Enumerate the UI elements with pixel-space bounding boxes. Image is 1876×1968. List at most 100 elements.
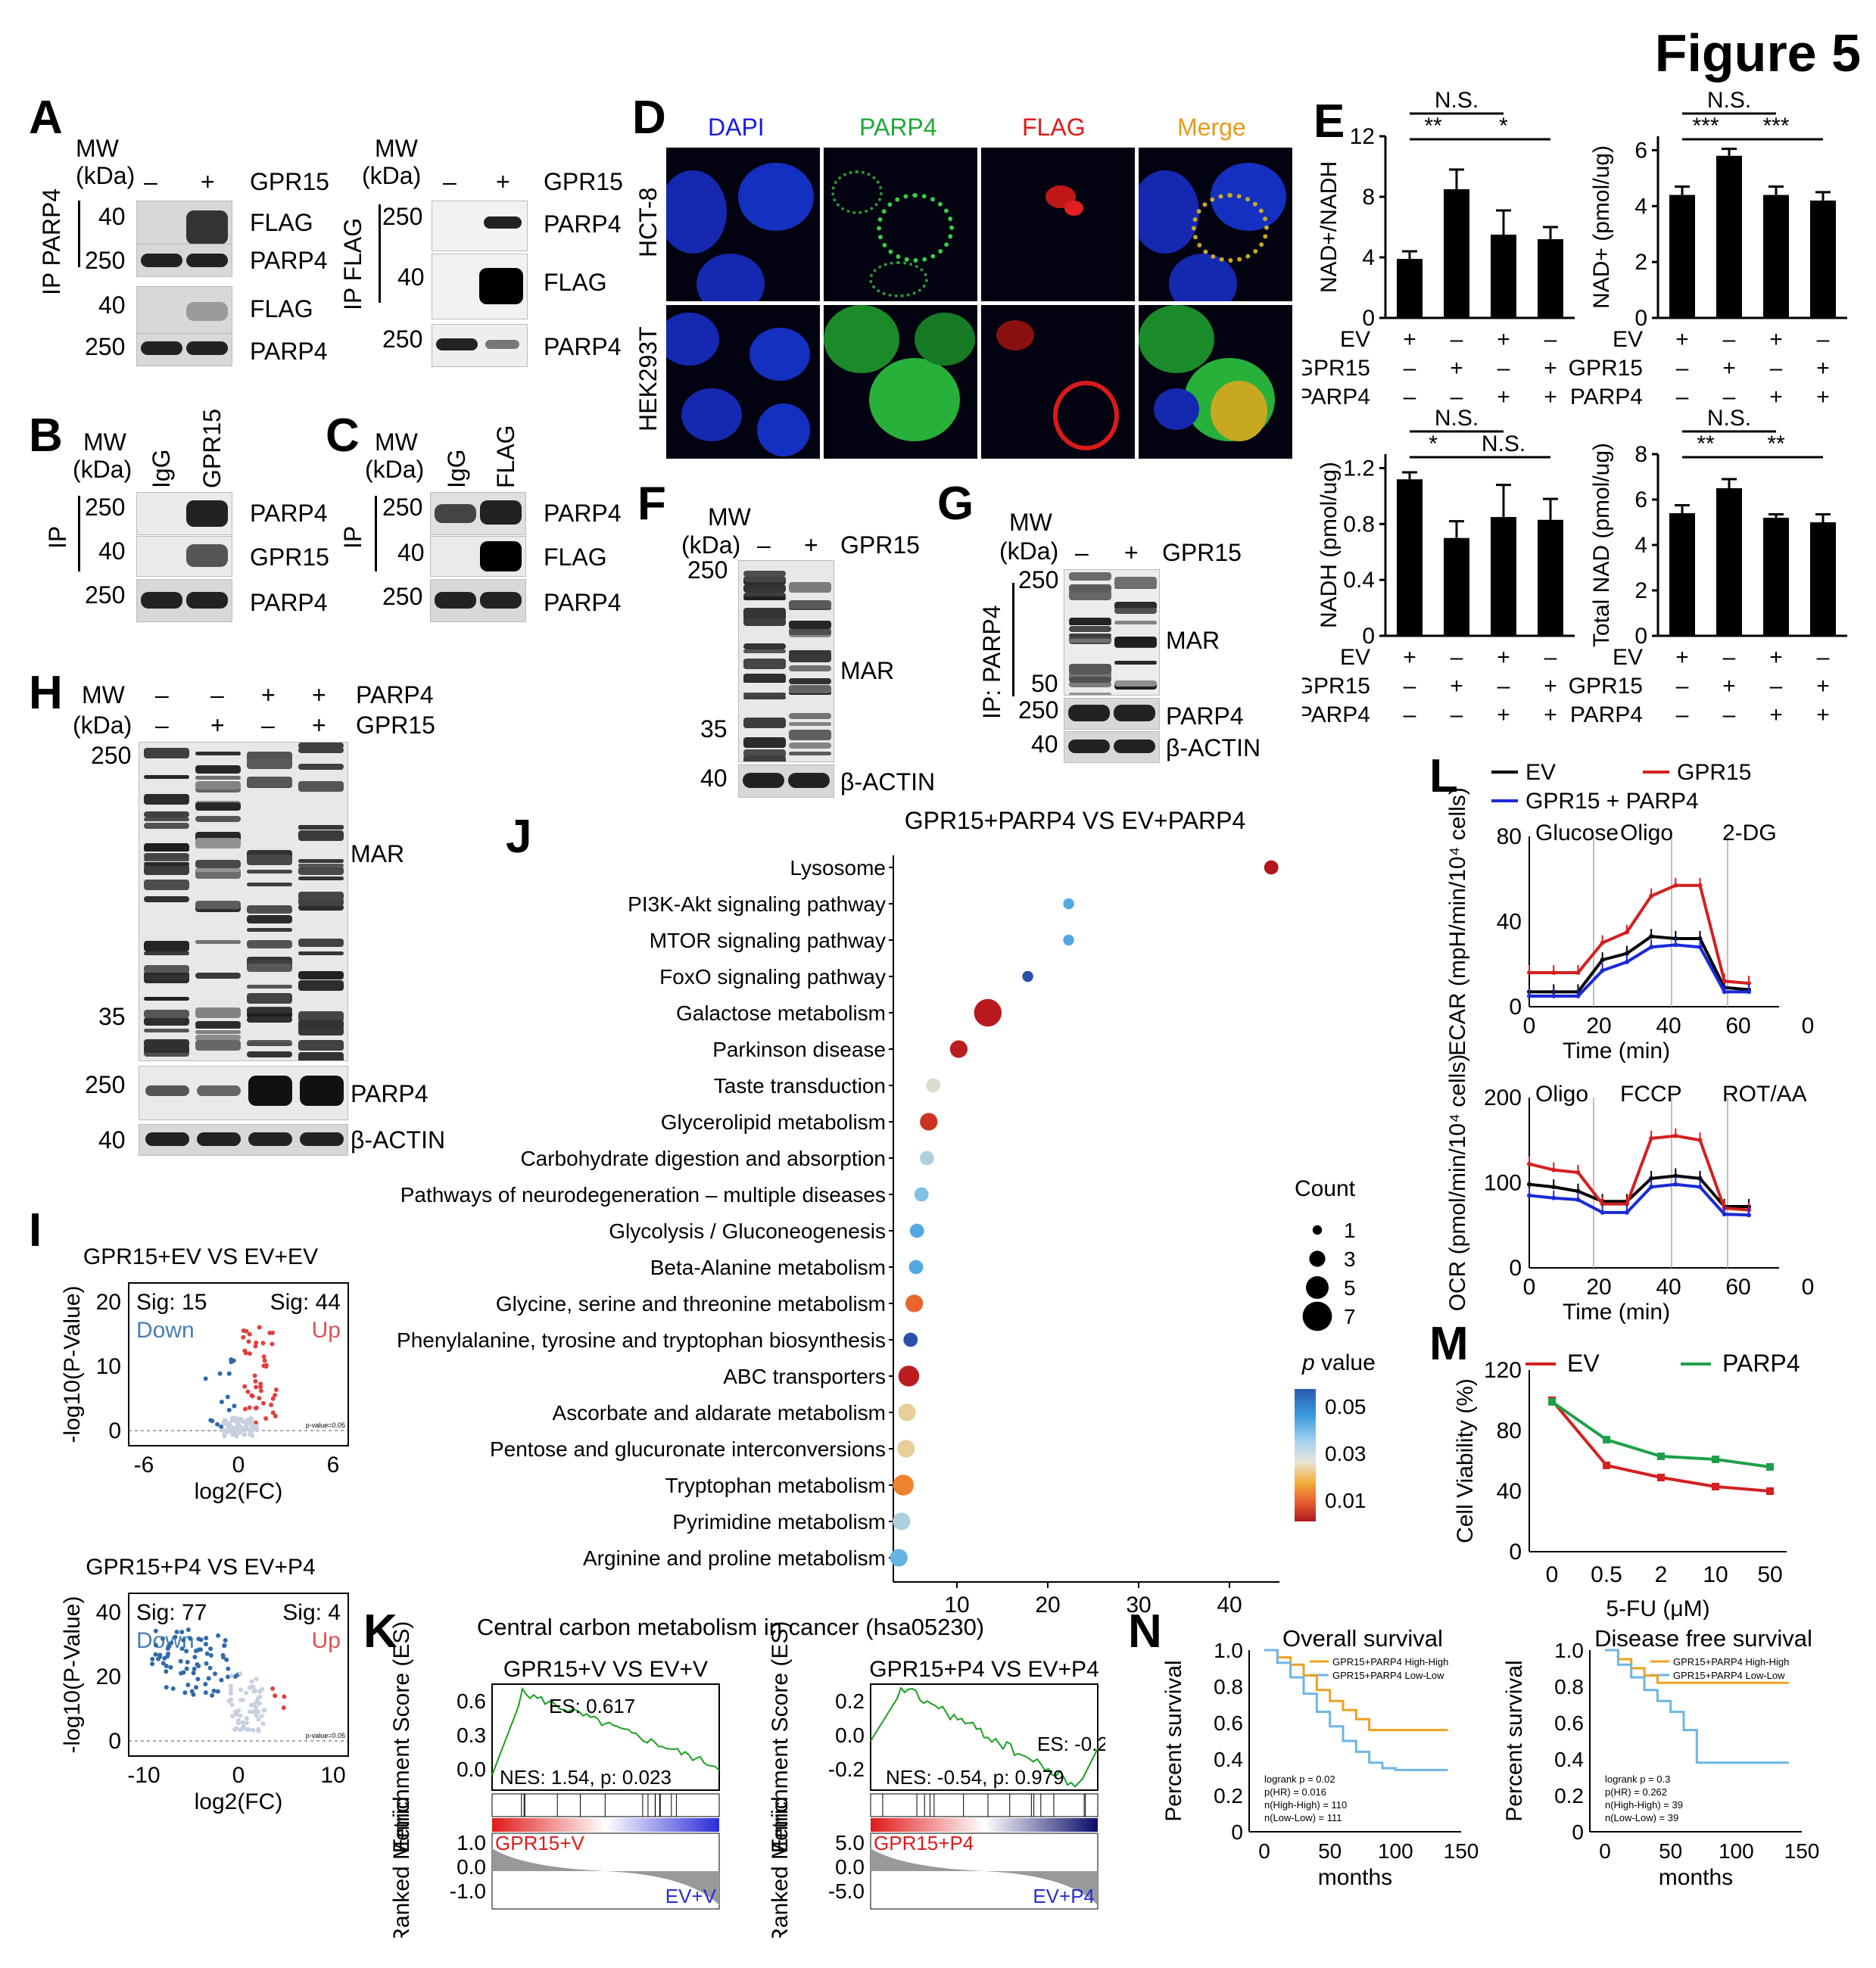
volcano-point: [228, 1687, 233, 1692]
gsea-plot: GPR15+V VS EV+V 0.6 0.3 0.0 ES: 0.617 NES: 1.…: [389, 1621, 720, 1938]
volcano-point: [242, 1384, 248, 1389]
y-axis-label: Cell Viability (%): [1453, 1378, 1478, 1543]
blot-band: [298, 825, 344, 830]
pathway-label: Parkinson disease: [712, 1038, 886, 1061]
volcano-point: [257, 1396, 262, 1401]
blot-b2: [136, 536, 232, 577]
volcano-point: [160, 1661, 166, 1666]
gsea-subtitle: GPR15+V VS EV+V: [503, 1657, 708, 1682]
panel-label-i: I: [29, 1204, 42, 1256]
sig-down: Sig: 77: [136, 1600, 207, 1625]
mw-tick: 40: [700, 764, 728, 792]
pathway-label: Tryptophan metabolism: [665, 1474, 886, 1497]
volcano-point: [245, 1418, 250, 1423]
x-tick-label: 0: [1802, 1275, 1815, 1300]
condition-sign: +: [1816, 702, 1830, 727]
volcano-point: [178, 1658, 183, 1664]
volcano-point: [247, 1405, 252, 1410]
blot-band: [1114, 576, 1157, 587]
volcano-point: [258, 1388, 263, 1393]
volcano-point: [244, 1716, 249, 1721]
pathway-label: Pyrimidine metabolism: [672, 1510, 886, 1534]
blot-a3: [136, 286, 232, 335]
volcano-title: GPR15+P4 VS EV+P4: [86, 1555, 316, 1580]
survival-stat: n(High-High) = 110: [1264, 1799, 1347, 1811]
blot-band: [789, 620, 831, 629]
volcano-point: [253, 1344, 258, 1349]
parp4-label: PARP4: [356, 681, 434, 708]
pathway-dot: [1063, 934, 1074, 946]
ip-label: IP: [44, 525, 71, 549]
volcano-point: [219, 1424, 224, 1429]
condition-sign: –: [1723, 385, 1736, 409]
survival-stat: n(High-High) = 39: [1605, 1799, 1683, 1811]
x-tick-label: 100: [1719, 1839, 1754, 1863]
blot-band: [247, 1011, 292, 1018]
blot-a5: [432, 201, 528, 251]
blot-band: [144, 852, 189, 859]
blot-band: [298, 905, 344, 911]
blot-band: [789, 606, 831, 611]
condition-label: EV: [1613, 327, 1643, 352]
gsea-subtitle: GPR15+P4 VS EV+P4: [869, 1657, 1099, 1682]
band-label: β-ACTIN: [1166, 734, 1261, 761]
condition-sign: +: [1675, 645, 1689, 670]
volcano-point: [203, 1690, 208, 1696]
lane-parp4: +: [312, 681, 326, 708]
x-tick-label: 60: [1725, 1014, 1750, 1038]
blot-band: [195, 940, 241, 945]
sig-down: Sig: 15: [136, 1290, 207, 1315]
blot-band: [195, 972, 241, 979]
lane-plus: +: [1124, 539, 1139, 566]
panel-label-f: F: [637, 478, 666, 530]
y-tick-label: 2: [1634, 250, 1647, 275]
legend-count-dot: [1312, 1225, 1323, 1235]
blot-band: [298, 1019, 344, 1030]
mw-tick: 40: [98, 537, 126, 565]
sig-label: **: [1424, 114, 1442, 139]
mw-tick: 40: [98, 1126, 126, 1154]
sig-up: Sig: 44: [270, 1290, 341, 1315]
volcano-point: [182, 1690, 188, 1696]
sig-label: N.S.: [1435, 91, 1479, 113]
blot-band: [144, 817, 189, 821]
condition-label: GPR15: [1569, 674, 1643, 699]
blot-band: [743, 592, 786, 599]
lane-parp4: –: [210, 681, 224, 708]
band-label: PARP4: [1166, 702, 1244, 730]
volcano-point: [198, 1647, 203, 1652]
volcano-point: [225, 1394, 230, 1400]
y-tick-label: 120: [1484, 1358, 1522, 1383]
y-tick-label: 4: [1634, 533, 1647, 558]
volcano-point: [241, 1334, 246, 1340]
y-axis-label: Total NAD (pmol/ug): [1589, 443, 1614, 647]
volcano-point: [153, 1643, 158, 1648]
blot-band: [298, 859, 344, 864]
blot-band: [743, 736, 786, 748]
x-tick-label: 30: [1126, 1593, 1151, 1618]
mw-tick: 250: [85, 333, 126, 360]
legend-count-label: 5: [1344, 1276, 1356, 1300]
condition-sign: –: [1676, 674, 1689, 699]
pathway-label: Glycerolipid metabolism: [661, 1110, 886, 1134]
blot-band: [247, 870, 292, 874]
lane-minus: –: [443, 168, 457, 195]
blot-band: [195, 1039, 241, 1051]
volcano-point: [191, 1671, 196, 1676]
hit-frame: [491, 1793, 720, 1817]
mar-label: MAR: [351, 840, 405, 867]
panel-j-kegg-dotplot: GPR15+PARP4 VS EV+PARP410203040Enrichmen…: [397, 807, 1376, 1618]
rank-axis-label: Ranked Metric: [768, 1798, 793, 1938]
legend-p-title: p value: [1301, 1350, 1376, 1375]
panel-label-c: C: [326, 409, 360, 462]
legend-label: EV: [1525, 760, 1556, 785]
y-tick-label: 0.6: [1554, 1711, 1584, 1735]
col-parp4: PARP4: [859, 114, 937, 141]
volcano-point: [150, 1656, 155, 1661]
blot-band: [1069, 625, 1111, 632]
series-line: [1550, 1399, 1771, 1493]
legend-count-label: 7: [1344, 1305, 1356, 1328]
blot-band: [743, 608, 786, 619]
survival-stat: n(Low-Low) = 111: [1264, 1812, 1342, 1823]
